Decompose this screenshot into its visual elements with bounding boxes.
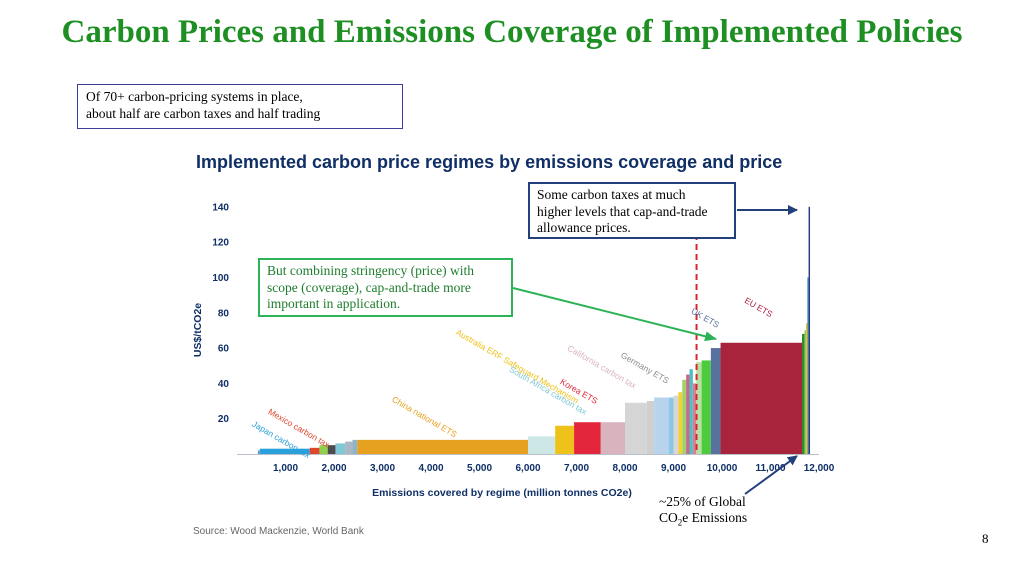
- slide-title: Carbon Prices and Emissions Coverage of …: [61, 14, 963, 50]
- source-note: Source: Wood Mackenzie, World Bank: [193, 526, 364, 537]
- high-tax-line-1: Some carbon taxes at much: [537, 187, 686, 202]
- y-tick-label-40: 40: [218, 379, 230, 390]
- x-tick-label-5000: 5,000: [467, 463, 492, 474]
- intro-callout-line-1: Of 70+ carbon-pricing systems in place,: [86, 89, 303, 104]
- regime-bar-26: [710, 348, 721, 454]
- regime-bar-8: [352, 439, 358, 454]
- y-tick-label-20: 20: [218, 414, 230, 425]
- regime-bar-27: [720, 342, 803, 454]
- regime-bar-5: [327, 445, 336, 454]
- regime-bar-22: [689, 369, 693, 454]
- x-tick-label-2000: 2,000: [321, 463, 346, 474]
- scope-line-1: But combining stringency (price) with: [267, 263, 474, 278]
- regime-bar-11: [555, 425, 575, 454]
- x-tick-label-7000: 7,000: [564, 463, 589, 474]
- x-tick-label-6000: 6,000: [515, 463, 540, 474]
- regime-bar-20: [682, 379, 687, 454]
- regime-bar-10: [528, 436, 556, 454]
- x-tick-label-1000: 1,000: [273, 463, 298, 474]
- regime-bar-6: [335, 443, 346, 454]
- y-tick-label-80: 80: [218, 308, 230, 319]
- regime-bar-25: [701, 360, 711, 454]
- regime-bar-9: [357, 439, 528, 454]
- regime-bar-32: [808, 206, 811, 454]
- x-tick-label-3000: 3,000: [370, 463, 395, 474]
- global-share-sub: 2: [677, 517, 683, 528]
- regime-bar-13: [600, 422, 625, 454]
- chart-title: Implemented carbon price regimes by emis…: [196, 152, 782, 172]
- scope-arrow: [512, 287, 717, 342]
- global-share-line-2: CO2e Emissions: [659, 510, 747, 531]
- regime-bar-1: [257, 450, 260, 454]
- x-axis-label: Emissions covered by regime (million ton…: [372, 487, 632, 499]
- high-tax-line-3: allowance prices.: [537, 220, 631, 235]
- regime-bar-19: [678, 392, 683, 454]
- x-tick-label-4000: 4,000: [418, 463, 443, 474]
- regime-bar-2: [259, 448, 310, 454]
- x-tick-label-12000: 12,000: [804, 463, 835, 474]
- global-share-line-1: ~25% of Global: [659, 494, 746, 509]
- regime-bar-12: [574, 422, 601, 454]
- regime-bar-28: [802, 333, 805, 454]
- page-number: 8: [982, 531, 989, 546]
- regime-bar-17: [668, 397, 674, 454]
- regime-label-3: China national ETS: [390, 394, 459, 439]
- regime-label-9: UK ETS: [689, 306, 721, 330]
- x-tick-label-8000: 8,000: [612, 463, 637, 474]
- regime-bar-30: [805, 323, 808, 454]
- scope-line-3: important in application.: [267, 296, 401, 311]
- y-tick-label-60: 60: [218, 344, 230, 355]
- y-tick-label-120: 120: [212, 238, 229, 249]
- global-share-note: ~25% of Global CO2e Emissions: [659, 494, 747, 531]
- regime-bar-7: [345, 441, 353, 454]
- global-share-rest: e Emissions: [682, 510, 748, 525]
- regime-bar-16: [654, 397, 669, 454]
- regime-bar-29: [804, 330, 806, 454]
- regime-bar-23: [692, 383, 697, 454]
- x-tick-label-10000: 10,000: [707, 463, 738, 474]
- y-axis-label: US$/tCO2e: [192, 303, 204, 357]
- axes-group: 20 40 60 80 100 120 140 1,000 2,000 3,000 4,000 5,0…: [212, 202, 834, 474]
- bars-group: [257, 206, 811, 454]
- x-tick-label-11000: 11,000: [755, 463, 785, 474]
- high-tax-line-2: higher levels that cap-and-trade: [537, 203, 708, 219]
- y-tick-label-100: 100: [212, 273, 229, 284]
- regime-bar-24: [696, 362, 702, 454]
- regime-bar-15: [646, 401, 655, 454]
- scope-callout: But combining stringency (price) with sc…: [258, 258, 513, 317]
- regime-bar-31: [807, 277, 809, 454]
- regime-bar-3: [309, 447, 320, 454]
- scope-line-2: scope (coverage), cap-and-trade more: [267, 279, 471, 295]
- high-tax-callout: Some carbon taxes at much higher levels …: [528, 182, 736, 239]
- intro-callout-line-2: about half are carbon taxes and half tra…: [86, 105, 321, 121]
- global-share-arrow: [744, 455, 798, 495]
- global-share-co: CO: [659, 510, 678, 525]
- regime-bar-4: [319, 445, 328, 454]
- regime-bar-14: [625, 402, 647, 454]
- x-tick-label-9000: 9,000: [661, 463, 686, 474]
- y-tick-label-140: 140: [212, 202, 229, 213]
- regime-label-10: EU ETS: [743, 295, 775, 319]
- intro-callout: Of 70+ carbon-pricing systems in place, …: [77, 84, 403, 129]
- regime-bar-21: [686, 374, 690, 454]
- regime-bar-18: [673, 395, 679, 454]
